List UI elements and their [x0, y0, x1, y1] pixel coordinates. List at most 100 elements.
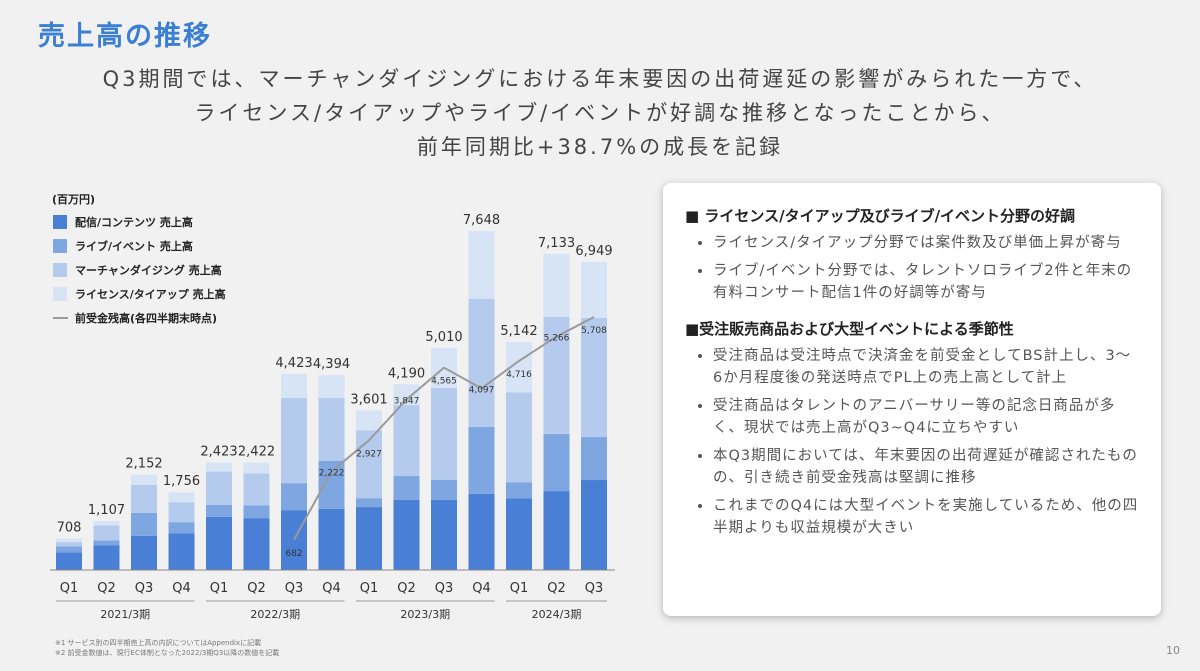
bar-segment — [131, 512, 157, 536]
legend-unit: (百万円) — [52, 193, 95, 206]
group-label: 2021/3期 — [100, 608, 150, 621]
x-tick-label: Q4 — [322, 581, 341, 596]
bar-segment — [581, 437, 607, 481]
group-label: 2023/3期 — [400, 608, 450, 621]
bar-segment — [318, 398, 345, 461]
bar-segment — [468, 493, 495, 570]
legend-label: ライセンス/タイアップ 売上高 — [75, 287, 226, 301]
bar-segment — [356, 507, 382, 570]
bullet-list: ライセンス/タイアップ分野では案件数及び単価上昇が寄与ライブ/イベント分野では、… — [685, 232, 1141, 304]
bar-segment — [393, 499, 420, 570]
x-tick-label: Q4 — [472, 581, 491, 596]
legend-label: マーチャンダイジング 売上高 — [75, 263, 222, 277]
bar-segment — [56, 552, 82, 570]
bar-segment — [431, 499, 457, 570]
x-tick-label: Q2 — [397, 581, 416, 596]
bullet: ライセンス/タイアップ分野では案件数及び単価上昇が寄与 — [713, 232, 1141, 254]
bar-segment — [318, 460, 345, 509]
bar-segment — [543, 491, 570, 570]
bar-segment — [318, 508, 345, 570]
bar-segment — [581, 261, 607, 318]
line-value-label: 5,266 — [544, 334, 570, 344]
x-tick-label: Q3 — [585, 581, 604, 596]
bullet: 受注商品はタレントのアニバーサリー等の記念日商品が多く、現状では売上高がQ3~Q… — [713, 395, 1141, 439]
bar-segment — [393, 405, 420, 477]
line-value-label: 4,097 — [469, 385, 495, 395]
bar-segment — [468, 426, 495, 494]
x-tick-label: Q2 — [247, 581, 266, 596]
x-tick-label: Q1 — [60, 581, 79, 596]
bar-segment — [56, 542, 82, 547]
bar-segment — [206, 462, 232, 472]
bar-segment — [581, 480, 607, 570]
total-label: 1,756 — [163, 474, 200, 489]
bar-segment — [393, 384, 420, 406]
bar-segment — [243, 518, 270, 570]
subtitle-line: ライセンス/タイアップやライブ/イベントが好調な推移となったことから、 — [194, 101, 1006, 125]
line-value-label: 4,565 — [431, 377, 457, 387]
total-label: 7,133 — [538, 236, 575, 251]
line-value-label: 2,927 — [356, 449, 382, 459]
bar-segment — [431, 387, 457, 481]
bar-segment — [468, 298, 495, 427]
total-label: 2,423 — [200, 445, 237, 460]
total-label: 1,107 — [88, 503, 125, 518]
total-label: 4,394 — [313, 357, 350, 372]
bar-segment — [168, 533, 195, 570]
legend-swatch — [53, 215, 67, 229]
bullet-list: 受注商品は受注時点で決済金を前受金としてBS計上し、3～6か月程度後の発送時点で… — [685, 345, 1141, 539]
total-label: 5,142 — [500, 324, 537, 339]
line-value-label: 4,716 — [506, 370, 532, 380]
bar-segment — [281, 510, 307, 570]
page-number: 10 — [1166, 644, 1180, 657]
title: 売上高の推移 — [38, 21, 212, 52]
bar-segment — [393, 476, 420, 500]
section-heading: ■ ライセンス/タイアップ及びライブ/イベント分野の好調 — [685, 207, 1076, 225]
bar-segment — [243, 462, 270, 474]
bar-segment — [581, 317, 607, 438]
group-label: 2024/3期 — [532, 608, 582, 621]
bar-segment — [206, 504, 232, 517]
subtitle-line: 前年同期比+38.7%の成長を記録 — [416, 135, 784, 159]
x-tick-label: Q1 — [510, 581, 529, 596]
x-tick-label: Q3 — [435, 581, 454, 596]
line-value-label: 2,222 — [319, 469, 345, 479]
bar-segment — [56, 538, 82, 543]
footnote: ※2 前受金数値は、現行EC体制となった2022/3期Q3以降の数値を記載 — [55, 649, 280, 657]
bar-segment — [281, 483, 307, 511]
bar-segment — [93, 545, 120, 570]
total-label: 4,190 — [388, 366, 425, 381]
total-label: 5,010 — [425, 330, 462, 345]
bar-segment — [131, 484, 157, 513]
total-label: 2,152 — [125, 457, 162, 472]
legend-label: 前受金残高(各四半期末時点) — [75, 311, 217, 325]
x-tick-label: Q4 — [172, 581, 191, 596]
subtitle-line: Q3期間では、マーチャンダイジングにおける年末要因の出荷遅延の影響がみられた一方… — [102, 67, 1098, 91]
bar-segment — [543, 433, 570, 492]
bar-segment — [356, 410, 382, 431]
legend-swatch — [53, 287, 67, 301]
bullet: これまでのQ4には大型イベントを実施しているため、他の四半期よりも収益規模が大き… — [713, 495, 1141, 539]
bar-segment — [506, 392, 532, 483]
bar-segment — [356, 430, 382, 499]
bar-segment — [93, 525, 120, 541]
group-label: 2022/3期 — [250, 608, 300, 621]
bar-segment — [318, 375, 345, 399]
bar-segment — [168, 502, 195, 523]
bar-segment — [168, 522, 195, 534]
footnote: ※1 サービス別の四半期売上高の内訳についてはAppendixに記載 — [55, 639, 262, 647]
line-value-label: 5,708 — [581, 326, 607, 336]
line-value-label: 3,847 — [394, 396, 420, 406]
bar-segment — [431, 480, 457, 500]
footnotes: ※1 サービス別の四半期売上高の内訳についてはAppendixに記載 ※2 前受金… — [55, 638, 279, 658]
bar-segment — [131, 535, 157, 570]
total-label: 708 — [57, 521, 82, 536]
legend-swatch — [53, 263, 67, 277]
total-label: 4,423 — [275, 356, 312, 371]
x-tick-label: Q3 — [285, 581, 304, 596]
subtitle: Q3期間では、マーチャンダイジングにおける年末要因の出荷遅延の影響がみられた一方… — [0, 62, 1200, 164]
line-series — [293, 316, 595, 541]
panel: ■ ライセンス/タイアップ及びライブ/イベント分野の好調ライセンス/タイアップ分… — [663, 183, 1161, 616]
